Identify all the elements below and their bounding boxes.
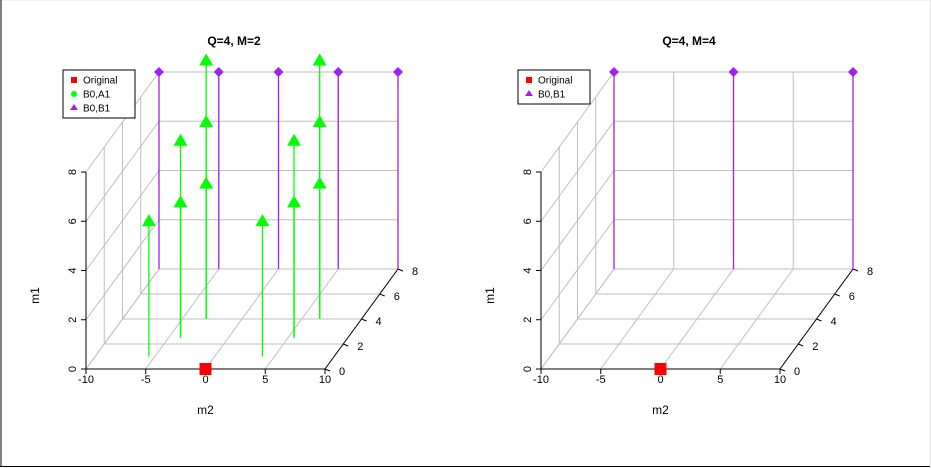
x-tick-label: -5 [141, 374, 151, 386]
legend-marker-circle [71, 91, 77, 97]
legend-label: B0,B1 [538, 90, 566, 101]
scatter3d-chart-right: -10 -5 0 5 10 0 2 4 6 8 0 2 4 6 8 m2 m1 Q=4, M=4 Original B… [483, 34, 873, 417]
data-point-triangle [255, 214, 270, 227]
y-tick-label: 0 [339, 366, 345, 378]
y-tick-label: 0 [794, 366, 800, 378]
legend: Original B0,B1 [517, 69, 591, 105]
x-tick-label: 0 [202, 374, 208, 386]
data-point-diamond [728, 67, 739, 77]
x-tick-label: 0 [657, 374, 663, 386]
y-tick [816, 318, 822, 322]
data-point-original [654, 363, 667, 375]
x-tick-label: 10 [774, 374, 786, 386]
y-tick [361, 318, 367, 322]
y-tick-label: 8 [412, 266, 418, 278]
data-point-diamond [213, 67, 224, 77]
grid-line-side-depth [540, 170, 615, 271]
grid-line-side-depth [540, 71, 615, 173]
z-tick-label: 8 [522, 169, 534, 175]
y-tick [798, 343, 804, 347]
data-point-diamond [848, 67, 858, 77]
data-point-diamond [333, 67, 344, 77]
y-tick-label: 4 [831, 316, 837, 328]
y-tick [779, 368, 786, 372]
scatter3d-chart-left: -10 -5 0 5 10 0 2 4 6 8 0 2 4 6 8 m2 m1 Q=4, M=2 Original B… [28, 34, 418, 417]
x-tick-label: 10 [319, 374, 331, 386]
data-point-triangle [173, 133, 188, 146]
y-tick-label: 4 [376, 316, 382, 328]
x-tick-label: -10 [533, 374, 549, 386]
legend-label: Original [83, 76, 117, 87]
data-point-original [199, 363, 212, 375]
z-tick-label: 0 [522, 366, 534, 372]
grid-line-side-depth [540, 120, 615, 222]
x-tick-label: -5 [596, 374, 606, 386]
legend-marker-square [526, 77, 532, 83]
y-axis-label: m1 [483, 287, 497, 304]
legend-marker-symbol [70, 104, 78, 110]
legend-label: Original [538, 76, 572, 87]
y-tick [379, 293, 385, 297]
y-tick-label: 6 [849, 291, 855, 303]
chart-title: Q=4, M=2 [207, 34, 261, 48]
z-tick-label: 2 [67, 317, 79, 323]
data-point-triangle [141, 214, 156, 227]
y-tick [343, 343, 349, 347]
data-point-triangle [287, 133, 302, 146]
grid-line-side-depth [85, 170, 160, 271]
data-point-triangle [199, 53, 214, 66]
legend-label: B0,A1 [83, 90, 111, 101]
grid-line-side-depth [85, 219, 160, 321]
y-tick-label: 8 [867, 266, 873, 278]
grid-line-side-depth [540, 219, 615, 321]
z-tick-label: 4 [522, 267, 534, 273]
y-tick [397, 268, 404, 272]
z-tick-label: 4 [67, 267, 79, 273]
z-tick-label: 2 [522, 317, 534, 323]
x-axis-label: m2 [197, 403, 214, 417]
y-tick [852, 268, 859, 272]
data-point-diamond [273, 67, 284, 77]
y-tick [834, 293, 840, 297]
legend: Original B0,A1 B0,B1 [62, 69, 136, 119]
grid-line-side-depth [85, 120, 160, 222]
y-tick-label: 2 [812, 341, 818, 353]
y-axis-label: m1 [28, 287, 42, 304]
y-tick-label: 6 [394, 291, 400, 303]
chart-panel-left: -10 -5 0 5 10 0 2 4 6 8 0 2 4 6 8 m2 m1 Q=4, M=2 Original B… [0, 0, 465, 468]
chart-title: Q=4, M=4 [662, 34, 716, 48]
legend-marker-square [71, 77, 77, 83]
z-tick-label: 6 [522, 218, 534, 224]
data-point-diamond [609, 67, 619, 77]
legend-label: B0,B1 [83, 104, 111, 115]
x-tick-label: 5 [717, 374, 723, 386]
z-tick-label: 0 [67, 366, 79, 372]
legend-marker-symbol [525, 90, 533, 96]
grid-line-side-depth [85, 71, 160, 173]
z-tick-label: 6 [67, 218, 79, 224]
legend-box [517, 69, 591, 105]
data-point-diamond [393, 67, 403, 77]
chart-panel-right: -10 -5 0 5 10 0 2 4 6 8 0 2 4 6 8 m2 m1 Q=4, M=4 Original B… [455, 0, 931, 468]
data-point-diamond [154, 67, 164, 77]
x-axis-label: m2 [652, 403, 669, 417]
y-tick [324, 368, 331, 372]
x-tick-label: -10 [78, 374, 94, 386]
z-tick-label: 8 [67, 169, 79, 175]
x-tick-label: 5 [262, 374, 268, 386]
y-tick-label: 2 [357, 341, 363, 353]
data-point-triangle [312, 53, 327, 66]
